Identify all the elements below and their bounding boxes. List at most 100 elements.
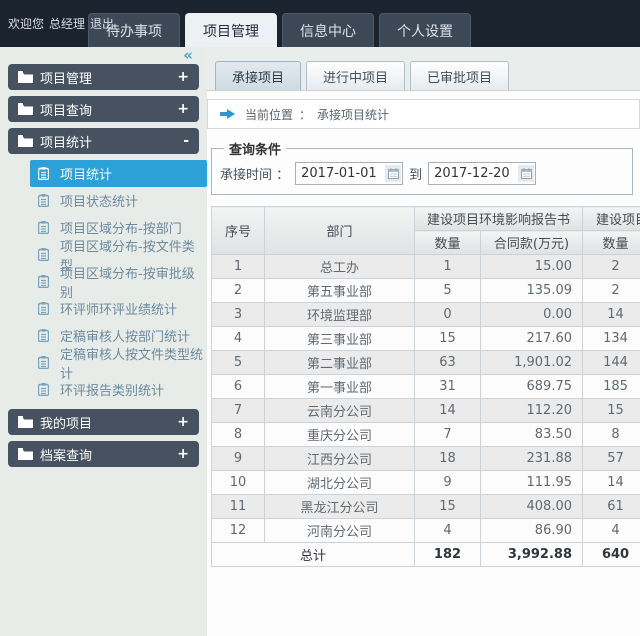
col-group-report-book: 建设项目环境影响报告书 [413, 206, 584, 231]
col-header-seq: 序号 [211, 206, 265, 255]
cell-seq: 11 [211, 494, 265, 519]
cell-seq: 2 [211, 278, 265, 303]
cell-qty1: 18 [414, 446, 481, 471]
cell-qty2: 144 [582, 350, 640, 375]
end-date-input[interactable] [428, 162, 537, 185]
sidebar-submenu-label: 项目状态统计 [60, 195, 139, 210]
cell-seq: 12 [211, 518, 265, 543]
cell-dept: 河南分公司 [264, 518, 415, 543]
cell-amount1: 15.00 [479, 254, 584, 279]
date-range-to-label: 到 [409, 168, 423, 183]
sidebar-submenu-item[interactable]: 环评师环评业绩统计 [0, 295, 207, 322]
document-icon [38, 275, 49, 288]
sidebar-submenu-item[interactable]: 项目区域分布-按审批级别 [0, 267, 207, 301]
document-icon [38, 302, 49, 315]
expand-plus-icon: + [177, 69, 189, 85]
content-tab-strip: 承接项目 进行中项目 已审批项目 [207, 47, 640, 91]
cell-dept: 重庆分公司 [264, 422, 415, 447]
cell-seq: 10 [211, 470, 265, 495]
date-range-label: 承接时间 ： [220, 168, 290, 183]
cell-dept: 总工办 [264, 254, 415, 279]
sidebar-group-label: 我的项目 [40, 416, 93, 432]
document-icon [38, 248, 49, 261]
cell-qty2: 14 [582, 470, 640, 495]
breadcrumb-label: 当前位置 [245, 107, 294, 122]
cell-dept: 第三事业部 [264, 326, 415, 351]
table-row: 11 黑龙江分公司 15 408.00 61 [211, 494, 640, 519]
top-nav-tab[interactable]: 待办事项 [88, 13, 180, 47]
top-nav-tab[interactable]: 项目管理 [185, 13, 277, 47]
sidebar-collapse-icon[interactable]: « [183, 46, 193, 64]
breadcrumb-value: 承接项目统计 [317, 107, 390, 122]
cell-dept: 第五事业部 [264, 278, 415, 303]
sidebar-group-archive-query[interactable]: 档案查询 + [8, 441, 199, 467]
content-tab[interactable]: 已审批项目 [410, 61, 510, 90]
top-nav-tab[interactable]: 信息中心 [282, 13, 374, 47]
cell-amount1: 86.90 [479, 518, 584, 543]
table-row: 1 总工办 1 15.00 2 [211, 254, 640, 279]
cell-qty1: 0 [414, 302, 481, 327]
cell-qty1: 4 [414, 518, 481, 543]
cell-qty1: 5 [414, 278, 481, 303]
sidebar-submenu-item[interactable]: 项目区域分布-按文件类型 [0, 240, 207, 274]
sidebar-submenu-item[interactable]: 定稿审核人按文件类型统计 [0, 348, 207, 382]
col-group-report-form: 建设项目环境影响报告表 [582, 206, 640, 231]
cell-dept: 环境监理部 [264, 302, 415, 327]
sidebar-group-my-projects[interactable]: 我的项目 + [8, 409, 199, 435]
logout-link[interactable]: 退出 [90, 17, 115, 31]
query-conditions-panel: 查询条件 承接时间 ： 到 [211, 139, 633, 195]
total-qty2: 640 [582, 542, 640, 567]
sidebar-group-project-query[interactable]: 项目查询 + [8, 96, 199, 122]
cell-dept: 湖北分公司 [264, 470, 415, 495]
cell-qty2: 2 [582, 254, 640, 279]
sidebar-group-label: 项目管理 [40, 71, 93, 87]
cell-amount1: 408.00 [479, 494, 584, 519]
document-icon [38, 167, 49, 180]
calendar-icon[interactable] [518, 165, 535, 182]
cell-seq: 7 [211, 398, 265, 423]
folder-icon [18, 71, 33, 83]
sidebar-submenu-item[interactable]: 项目统计 [30, 160, 207, 187]
cell-amount1: 0.00 [479, 302, 584, 327]
document-icon [38, 356, 49, 369]
cell-qty1: 63 [414, 350, 481, 375]
top-nav-tabs: 待办事项 项目管理 信息中心 个人设置 [88, 13, 471, 47]
sidebar-submenu-label: 项目区域分布-按审批级别 [60, 266, 195, 301]
cell-qty1: 15 [414, 326, 481, 351]
content-tab[interactable]: 进行中项目 [306, 61, 406, 90]
cell-qty2: 14 [582, 302, 640, 327]
cell-amount1: 231.88 [479, 446, 584, 471]
collapse-minus-icon: - [183, 133, 189, 149]
col-header-qty2: 数量 [582, 230, 640, 255]
sidebar-submenu-item[interactable]: 环评报告类别统计 [0, 376, 207, 403]
cell-qty2: 57 [582, 446, 640, 471]
sidebar-submenu-item[interactable]: 项目状态统计 [0, 187, 207, 214]
start-date-input[interactable] [295, 162, 404, 185]
cell-qty2: 15 [582, 398, 640, 423]
table-row: 5 第二事业部 63 1,901.02 144 [211, 350, 640, 375]
sidebar-submenu-item[interactable]: 定稿审核人按部门统计 [0, 322, 207, 349]
cell-seq: 4 [211, 326, 265, 351]
cell-seq: 1 [211, 254, 265, 279]
sidebar-group-project-management[interactable]: 项目管理 + [8, 64, 199, 90]
sidebar-submenu-label: 项目区域分布-按部门 [60, 222, 182, 237]
document-icon [38, 383, 49, 396]
calendar-icon[interactable] [385, 165, 402, 182]
cell-qty2: 61 [582, 494, 640, 519]
table-row: 7 云南分公司 14 112.20 15 [211, 398, 640, 423]
top-nav-tab[interactable]: 个人设置 [379, 13, 471, 47]
cell-amount1: 112.20 [479, 398, 584, 423]
content-tab[interactable]: 承接项目 [215, 61, 302, 90]
table-row: 4 第三事业部 15 217.60 134 [211, 326, 640, 351]
table-row: 9 江西分公司 18 231.88 57 [211, 446, 640, 471]
cell-dept: 黑龙江分公司 [264, 494, 415, 519]
table-row: 2 第五事业部 5 135.09 2 [211, 278, 640, 303]
cell-amount1: 689.75 [479, 374, 584, 399]
folder-icon [18, 103, 33, 115]
folder-icon [18, 135, 33, 147]
cell-qty1: 15 [414, 494, 481, 519]
sidebar-group-project-stats[interactable]: 项目统计 - [8, 128, 199, 154]
sidebar-submenu-item[interactable]: 项目区域分布-按部门 [0, 214, 207, 241]
table-row: 8 重庆分公司 7 83.50 8 [211, 422, 640, 447]
cell-amount1: 83.50 [479, 422, 584, 447]
